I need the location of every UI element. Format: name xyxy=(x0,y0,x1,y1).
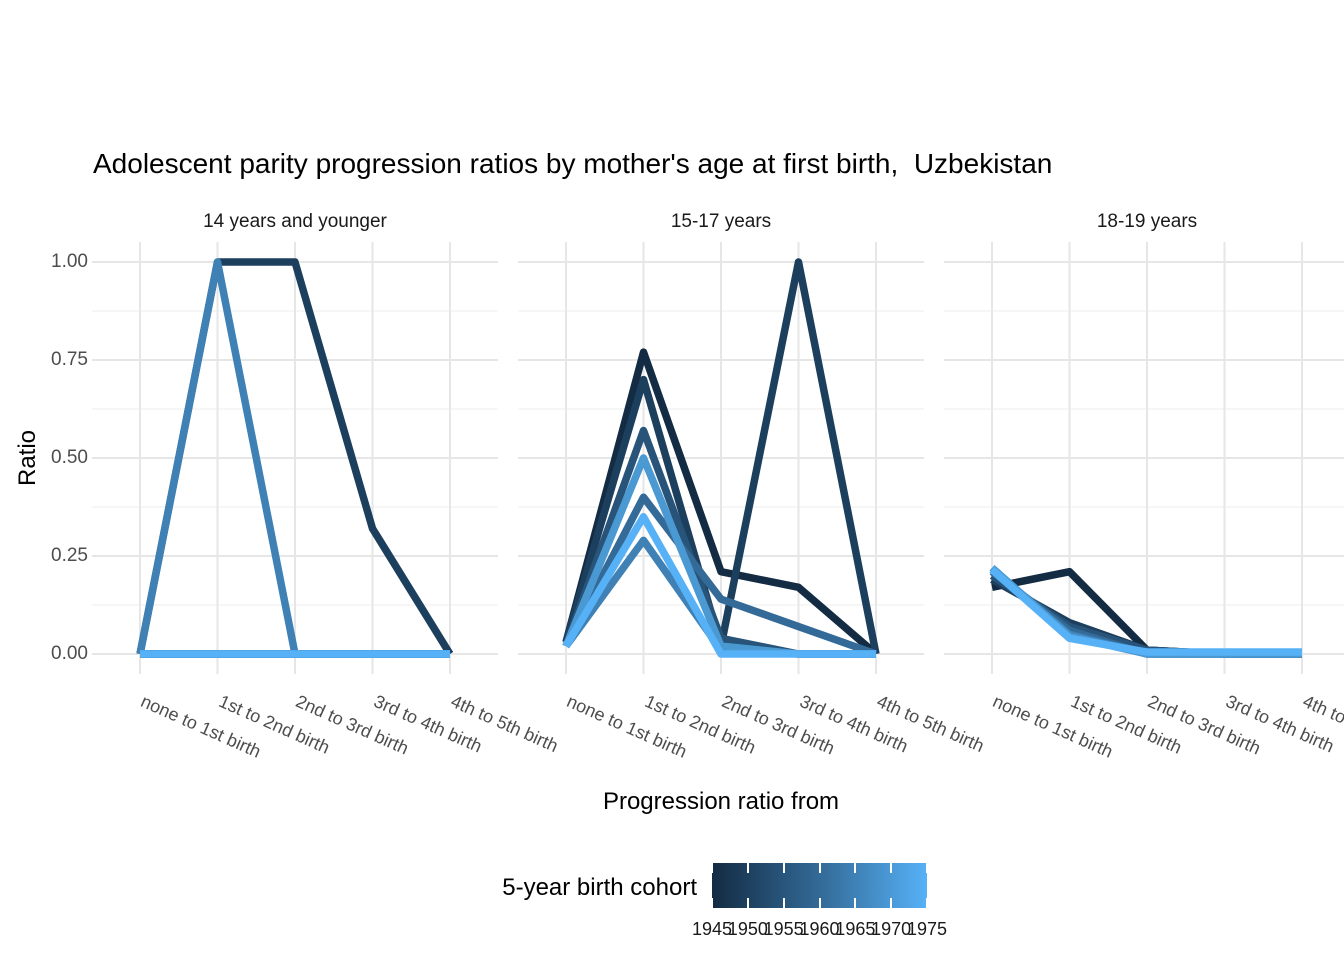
y-tick-label: 1.00 xyxy=(51,251,88,272)
series-line-1975 xyxy=(562,513,876,658)
legend-tick-label: 1960 xyxy=(799,919,840,939)
legend-colorbar-tick xyxy=(711,863,713,873)
legend-tick-label: 1950 xyxy=(727,919,768,939)
x-axis-title: Progression ratio from xyxy=(602,788,840,815)
legend-colorbar-tick xyxy=(854,863,857,873)
legend-colorbar-tick xyxy=(890,898,893,908)
legend-tick-label: 1975 xyxy=(906,919,948,939)
legend-colorbar-tick xyxy=(854,898,857,908)
facet-strip-label: 14 years and younger xyxy=(203,211,387,232)
legend-colorbar-tick xyxy=(818,863,821,873)
legend-tick-label: 1945 xyxy=(691,919,733,939)
series-line-1945 xyxy=(562,348,879,657)
legend-tick-label: 1970 xyxy=(871,919,912,939)
y-tick-label: 0.75 xyxy=(51,349,88,370)
legend-title: 5-year birth cohort xyxy=(502,874,697,901)
y-tick-label: 0.50 xyxy=(51,447,88,468)
legend-colorbar-tick xyxy=(926,898,928,908)
series-line-1975 xyxy=(989,566,1302,656)
y-tick-label: 0.25 xyxy=(51,545,88,566)
legend-colorbar-tick xyxy=(746,898,749,908)
series-line-1960 xyxy=(562,493,878,658)
legend-colorbar-tick xyxy=(818,898,821,908)
legend-colorbar-tick xyxy=(782,898,785,908)
legend-colorbar-tick xyxy=(890,863,893,873)
legend-colorbar-tick xyxy=(782,863,785,873)
legend-colorbar-tick xyxy=(926,863,928,873)
legend-colorbar-tick xyxy=(711,898,713,908)
legend-colorbar-tick xyxy=(746,863,749,873)
legend-tick-label: 1965 xyxy=(835,919,876,939)
legend-tick-label: 1955 xyxy=(763,919,804,939)
facet-strip-label: 15-17 years xyxy=(670,211,772,232)
y-tick-label: 0.00 xyxy=(51,643,88,664)
chart-title: Adolescent parity progression ratios by … xyxy=(93,148,1053,179)
facet-strip-label: 18-19 years xyxy=(1096,211,1198,232)
